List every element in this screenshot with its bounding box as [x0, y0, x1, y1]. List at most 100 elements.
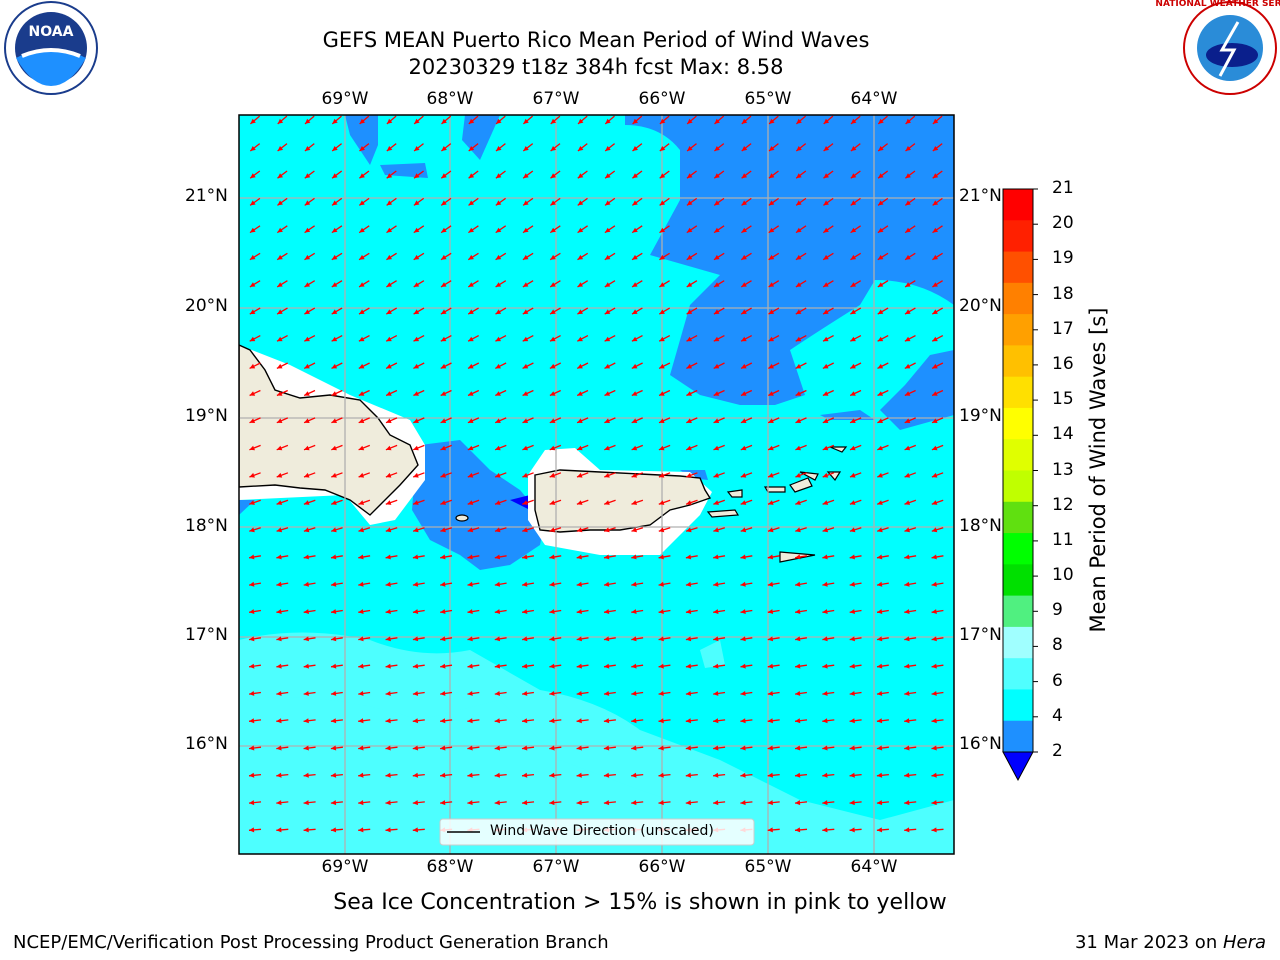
wind-wave-arrow	[467, 663, 480, 669]
wind-wave-arrow	[494, 745, 507, 751]
nws-logo-text: NATIONAL WEATHER SERVICE	[1155, 0, 1280, 9]
wind-wave-arrow	[576, 499, 589, 505]
wind-wave-arrow	[876, 636, 889, 642]
wind-wave-arrow	[304, 225, 315, 234]
wind-wave-arrow	[276, 335, 288, 342]
wind-wave-arrow	[877, 197, 889, 206]
wind-wave-arrow	[904, 718, 917, 724]
wind-wave-arrow	[931, 554, 944, 560]
wind-wave-arrow	[768, 170, 779, 179]
wind-wave-arrow	[658, 499, 671, 505]
wind-wave-arrow	[576, 389, 589, 397]
wind-wave-arrow	[904, 663, 917, 669]
colorbar-tick-label: 19	[1052, 248, 1074, 269]
wind-wave-arrow	[303, 527, 316, 533]
wind-wave-arrow	[330, 800, 343, 806]
colorbar-tick-label: 10	[1052, 565, 1074, 586]
wind-wave-arrow	[631, 335, 643, 342]
colorbar-extension	[1002, 751, 1034, 782]
wind-wave-arrow	[440, 499, 453, 505]
wind-wave-arrow	[767, 663, 780, 669]
wind-wave-arrow	[576, 527, 589, 533]
wind-wave-arrow	[385, 554, 398, 560]
wind-wave-arrow	[467, 362, 480, 369]
wind-wave-arrow	[713, 444, 725, 451]
wind-wave-arrow	[276, 745, 289, 751]
wind-wave-arrow	[794, 827, 808, 833]
wind-wave-arrow	[767, 554, 780, 560]
wind-wave-arrow	[522, 143, 534, 152]
wind-wave-arrow	[767, 827, 780, 833]
wind-wave-arrow	[495, 362, 507, 369]
wind-wave-arrow	[877, 389, 889, 397]
wind-wave-arrow	[713, 389, 725, 397]
wind-wave-arrow	[467, 581, 480, 587]
wind-wave-arrow	[304, 143, 315, 152]
wind-wave-arrow	[303, 772, 316, 778]
wind-wave-arrow	[358, 225, 370, 234]
wind-wave-arrow	[931, 718, 944, 724]
wind-wave-arrow	[740, 307, 752, 315]
wind-wave-arrow	[604, 362, 616, 369]
wind-wave-arrow	[331, 252, 343, 261]
wind-wave-arrow	[358, 772, 371, 778]
lon-label-bottom: 68°W	[426, 857, 474, 877]
wind-wave-arrow	[522, 280, 534, 288]
wind-wave-arrow	[576, 636, 589, 642]
map-legend	[439, 818, 755, 846]
wind-wave-arrow	[385, 335, 398, 342]
wind-wave-arrow	[249, 252, 261, 261]
wind-wave-arrow	[822, 800, 835, 806]
wind-wave-arrow	[740, 636, 753, 642]
wind-wave-arrow	[358, 252, 370, 261]
wind-wave-arrow	[521, 772, 535, 778]
wind-wave-arrow	[658, 362, 671, 369]
wind-wave-arrow	[931, 527, 944, 533]
lon-label-top: 69°W	[321, 89, 369, 109]
wind-wave-arrow	[277, 115, 288, 125]
wind-wave-arrow	[522, 307, 534, 315]
wind-wave-arrow	[276, 499, 289, 505]
wind-wave-arrow	[576, 745, 589, 751]
wind-wave-arrow	[876, 499, 889, 505]
wind-wave-arrow	[359, 170, 370, 179]
wind-wave-arrow	[850, 280, 862, 288]
wind-wave-arrow	[849, 335, 862, 342]
colorbar-segment	[1003, 533, 1033, 565]
wind-wave-arrow	[385, 636, 398, 642]
wind-wave-arrow	[604, 252, 616, 261]
wind-wave-arrow	[713, 170, 725, 179]
wind-wave-arrow	[740, 718, 753, 724]
wind-wave-arrow	[741, 197, 752, 206]
wind-wave-arrow	[904, 472, 917, 478]
wind-wave-arrow	[550, 197, 561, 206]
wind-wave-arrow	[932, 143, 943, 152]
wind-wave-arrow	[440, 143, 452, 152]
wind-wave-arrow	[658, 581, 671, 587]
lat-label-left: 16°N	[185, 734, 228, 754]
wind-wave-arrow	[740, 335, 753, 342]
wind-wave-arrow	[768, 225, 780, 234]
lon-label-bottom: 65°W	[744, 857, 792, 877]
wind-wave-arrow	[767, 527, 780, 533]
wind-wave-arrow	[440, 718, 453, 724]
wind-wave-arrow	[385, 527, 398, 533]
wind-wave-arrow	[740, 554, 753, 560]
nws-logo: NATIONAL WEATHER SERVICE	[1155, 0, 1280, 95]
wind-wave-arrow	[686, 362, 698, 369]
wind-wave-arrow	[385, 389, 398, 397]
wind-wave-arrow	[768, 252, 780, 261]
wind-wave-arrow	[904, 800, 917, 806]
wind-wave-arrow	[277, 143, 288, 152]
wind-wave-arrow	[685, 609, 698, 614]
wind-wave-arrow	[795, 197, 807, 206]
wind-wave-arrow	[905, 143, 916, 152]
wind-wave-arrow	[358, 307, 370, 315]
wind-wave-arrow	[440, 362, 452, 369]
wind-wave-arrow	[494, 444, 507, 451]
wind-wave-arrow	[549, 307, 561, 315]
wind-wave-arrow	[685, 472, 698, 478]
wind-wave-arrow	[795, 527, 807, 533]
wind-wave-arrow	[495, 225, 507, 234]
wind-wave-arrow	[330, 772, 343, 778]
